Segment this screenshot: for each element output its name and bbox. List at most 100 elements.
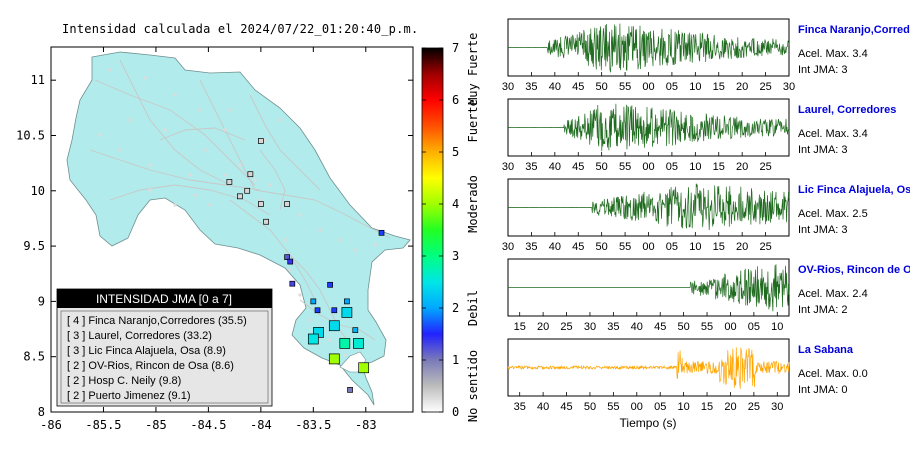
station-name: Finca Naranjo,Corredores (798, 24, 910, 36)
seismogram-x-axis-label: Tiempo (s) (620, 416, 677, 430)
map-title: Intensidad calculada el 2024/07/22_01:20… (62, 22, 419, 36)
station-jma-intensity: Int JMA: 3 (798, 224, 848, 236)
town-dot (108, 68, 112, 72)
station-marker (244, 187, 251, 194)
station-marker (287, 258, 294, 265)
station-jma-intensity: Int JMA: 3 (798, 144, 848, 156)
seismogram-tick-label: 45 (572, 81, 584, 93)
intensity-colorbar: 0 1 2 3 4 5 6 7 No sentido Debil Moderado FuerteMu… (421, 33, 480, 422)
station-marker (378, 229, 385, 236)
seismogram-tick-label: 00 (724, 321, 736, 333)
station-marker (247, 171, 254, 178)
map-frame (50, 46, 414, 413)
station-marker (328, 320, 340, 332)
legend-item: [ 4 ] Finca Naranjo,Corredores (35.5) (67, 315, 247, 327)
town-dot (173, 203, 177, 207)
seismogram-tick-label: 10 (689, 161, 701, 173)
station-marker (353, 338, 364, 349)
station-marker (258, 201, 264, 207)
town-dot (223, 128, 227, 132)
road (109, 184, 271, 216)
lon-tick-label: -85 (145, 418, 167, 432)
seismogram-tick-label: 35 (525, 81, 537, 93)
lon-tick-label: -83 (355, 418, 377, 432)
town-dot (373, 243, 377, 247)
station-max-accel: Acel. Max. 3.4 (798, 48, 868, 60)
town-dot (343, 353, 347, 357)
road (94, 79, 256, 186)
seismogram-tick-label: 40 (537, 401, 549, 413)
station-max-accel: Acel. Max. 0.0 (798, 368, 868, 380)
town-dot (318, 228, 322, 232)
colorbar-tick-label: 2 (452, 301, 459, 315)
station-max-accel: Acel. Max. 2.4 (798, 288, 868, 300)
road (119, 59, 231, 186)
seismogram-tick-label: 15 (701, 401, 713, 413)
seismogram-tick-label: 10 (689, 81, 701, 93)
colorbar-tick-label: 7 (452, 41, 459, 55)
seismogram-tick-label: 35 (607, 321, 619, 333)
seismogram-tick-label: 20 (736, 241, 748, 253)
station-marker (284, 201, 290, 207)
town-dot (353, 248, 357, 252)
seismogram-trace (508, 103, 790, 152)
colorbar-category-label: No sentido (466, 350, 480, 422)
lon-tick-label: -86 (40, 418, 62, 432)
seismogram-tick-label: 35 (514, 401, 526, 413)
seismogram-tick-label: 55 (607, 401, 619, 413)
legend-item: [ 2 ] OV-Rios, Rincon de Osa (8.6) (67, 360, 234, 372)
seismogram-tick-label: 20 (724, 401, 736, 413)
seismogram-tick-label: 25 (759, 241, 771, 253)
road (229, 199, 316, 301)
lat-tick-label: 11 (31, 73, 45, 87)
lat-tick-label: 8.5 (23, 350, 45, 364)
colorbar-tick-label: 6 (452, 93, 459, 107)
road (259, 149, 286, 211)
station-marker (263, 218, 269, 225)
town-dot (308, 318, 312, 322)
town-dot (223, 173, 227, 177)
seismogram-tick-label: 20 (736, 161, 748, 173)
seismogram-tick-label: 10 (689, 241, 701, 253)
town-dot (98, 133, 102, 137)
lon-tick-label: -85.5 (85, 418, 121, 432)
town-dot (198, 108, 202, 112)
seismogram-panel: 35 40 45 50 55 00 05 10 15 20 25 30 La Sabana Acel. M… (507, 338, 868, 413)
town-dot (338, 238, 342, 242)
longitude-axis: -86 -85.5 -85 -84.5 -84 -83.5 -83 (40, 47, 377, 432)
town-dot (118, 148, 122, 152)
seismogram-tick-label: 25 (560, 321, 572, 333)
seismogram-tick-label: 05 (666, 161, 678, 173)
road (249, 94, 321, 191)
seismogram-tick-label: 40 (631, 321, 643, 333)
colorbar-category-label: Moderado (466, 175, 480, 233)
station-name: La Sabana (798, 344, 854, 356)
seismogram-tick-label: 35 (525, 161, 537, 173)
seismogram-tick-label: 30 (771, 401, 783, 413)
seismogram-tick-label: 10 (678, 401, 690, 413)
seismogram-tick-label: 55 (619, 241, 631, 253)
town-dot (143, 76, 147, 80)
station-jma-intensity: Int JMA: 3 (798, 64, 848, 76)
map-legend: INTENSIDAD JMA [0 a 7] [ 4 ] Finca Naran… (56, 288, 273, 407)
station-max-accel: Acel. Max. 2.5 (798, 208, 868, 220)
seismogram-tick-label: 55 (701, 321, 713, 333)
seismogram-tick-label: 50 (584, 401, 596, 413)
seismogram-tick-label: 30 (502, 241, 514, 253)
town-markers (98, 68, 377, 357)
town-dot (238, 163, 242, 167)
town-dot (263, 138, 267, 142)
colorbar-category-label: Fuerte (466, 99, 480, 142)
colorbar-tick-label: 5 (452, 145, 459, 159)
seismogram-tick-label: 20 (736, 81, 748, 93)
station-max-accel: Acel. Max. 3.4 (798, 128, 868, 140)
lon-tick-label: -84.5 (190, 418, 226, 432)
seismogram-tick-label: 50 (596, 161, 608, 173)
colorbar-tick-label: 0 (452, 405, 459, 419)
seismogram-trace (507, 23, 790, 73)
town-dot (163, 128, 167, 132)
town-dot (258, 198, 262, 202)
colorbar-ticks: 0 1 2 3 4 5 6 7 (422, 41, 459, 419)
